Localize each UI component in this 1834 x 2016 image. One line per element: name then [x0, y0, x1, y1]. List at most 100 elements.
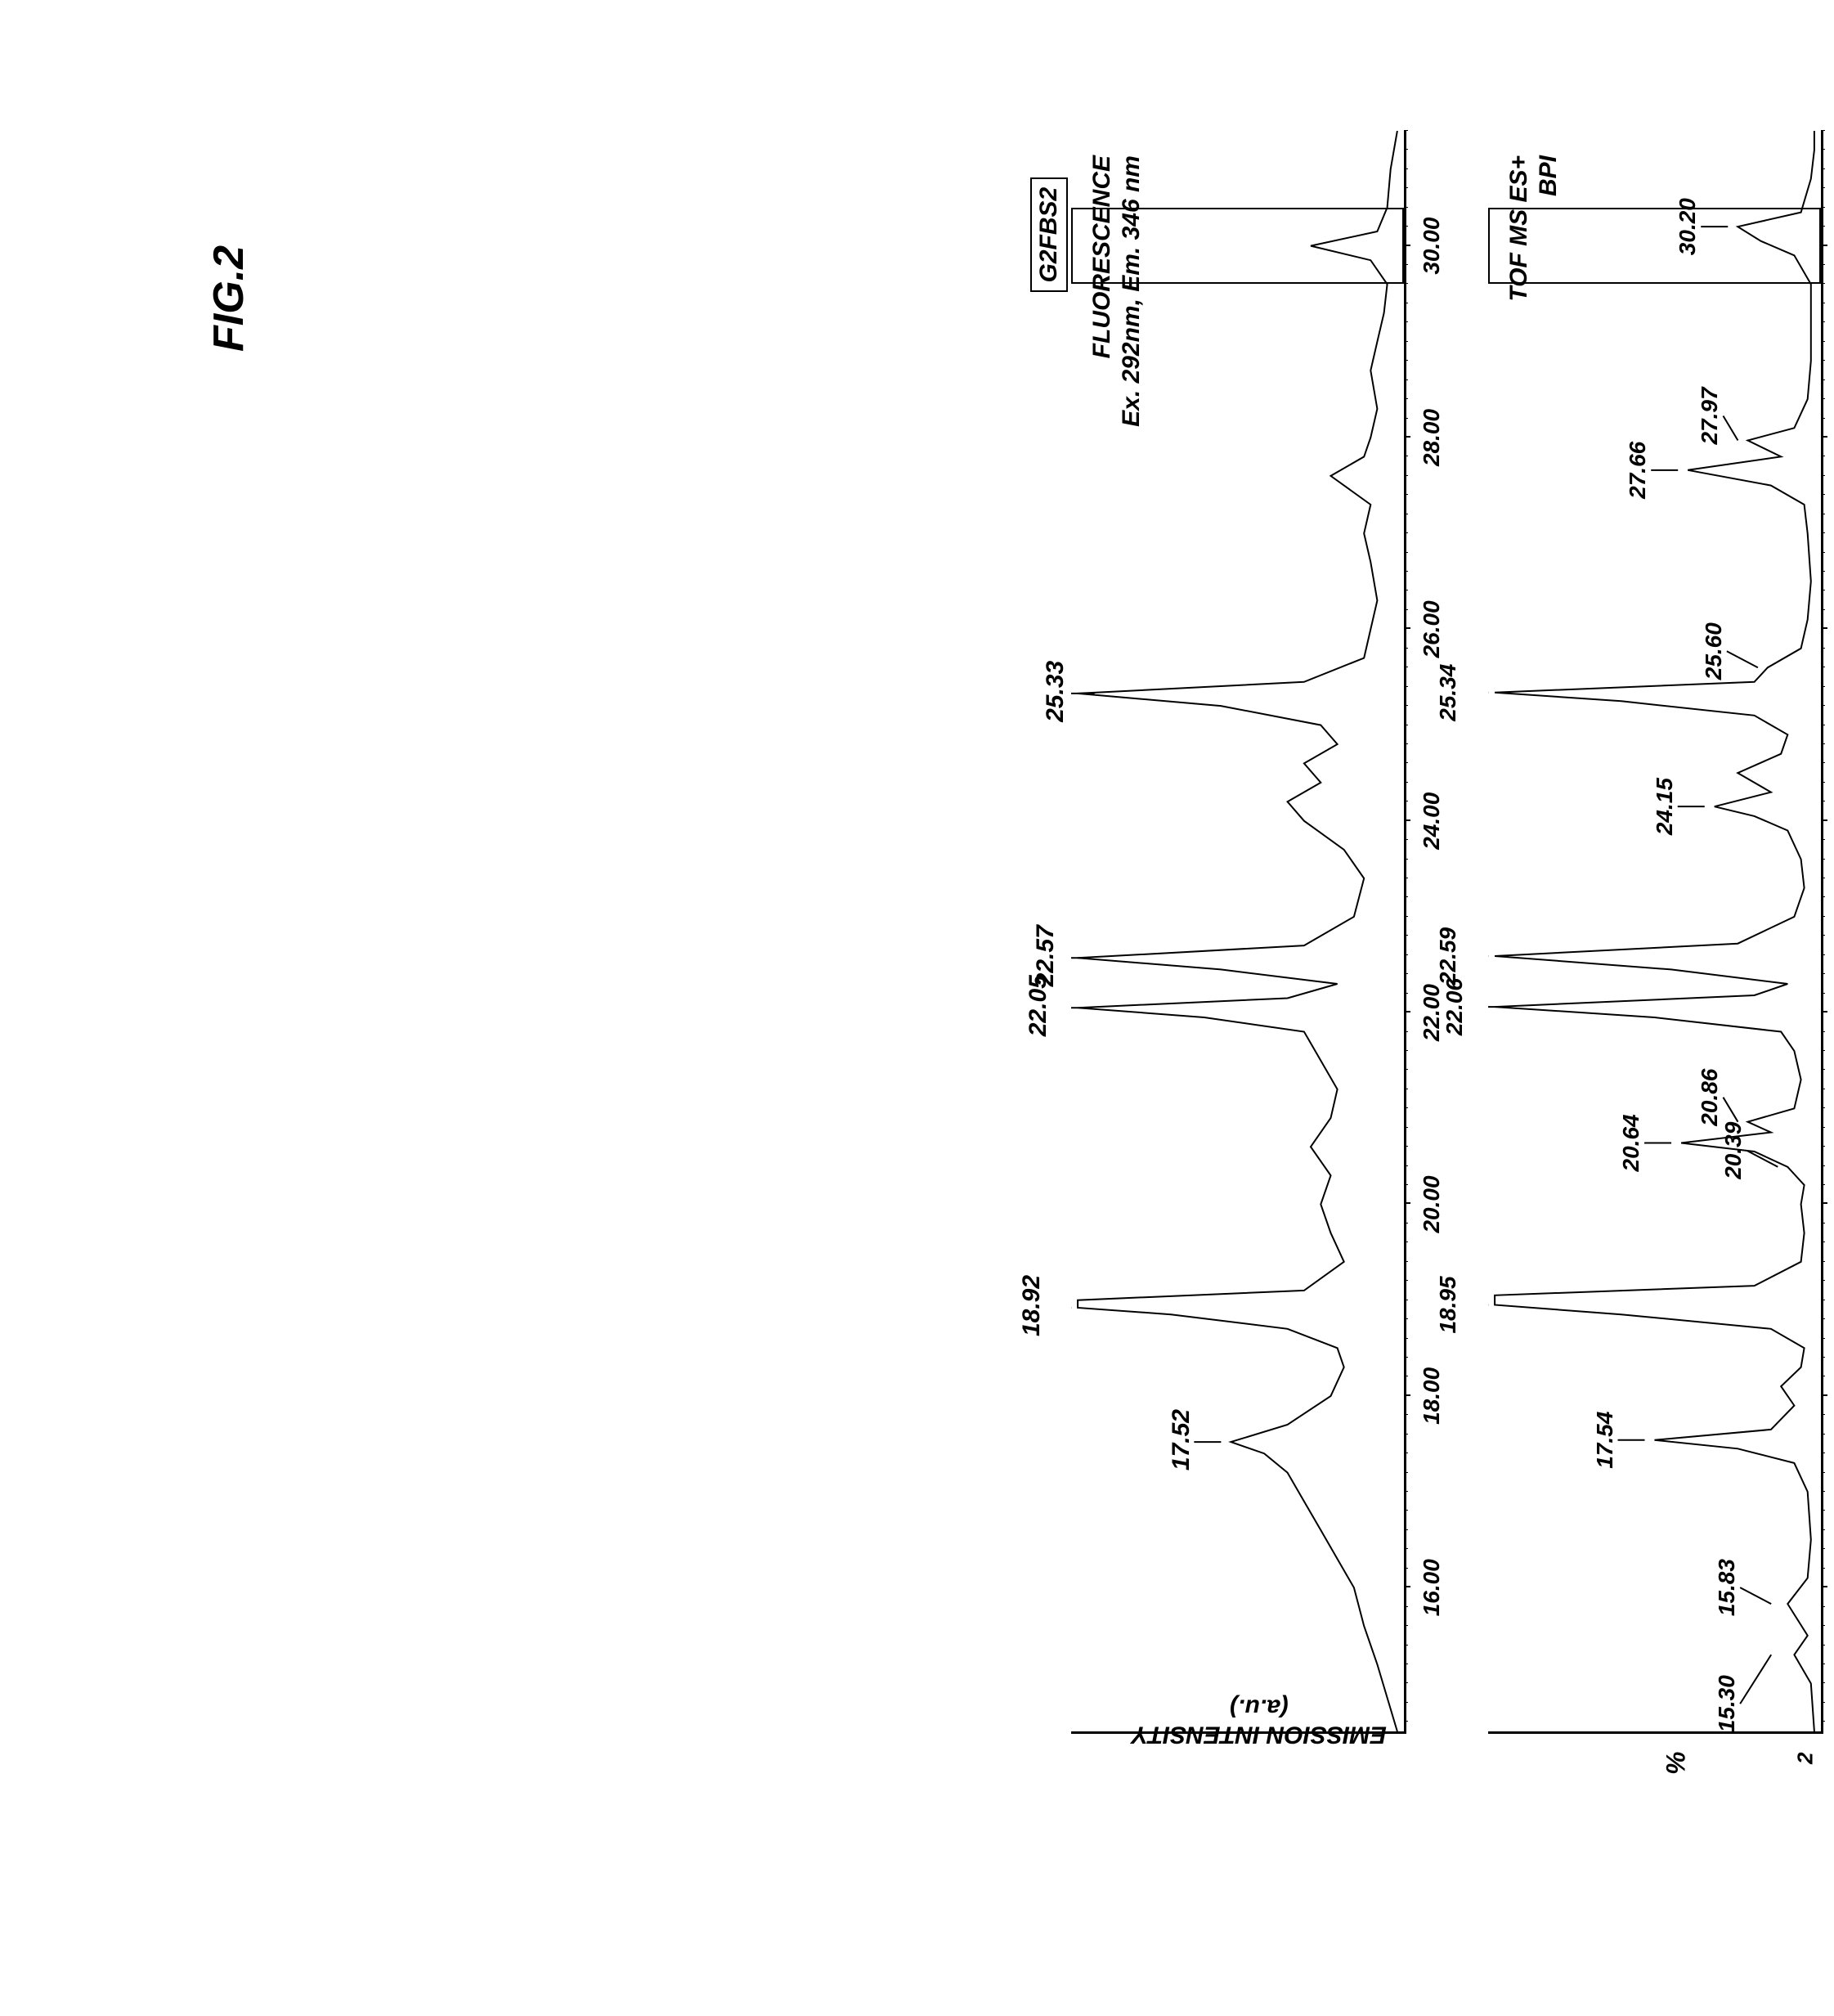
x-minor-tick: [1821, 1721, 1825, 1722]
x-tick: [1404, 1011, 1410, 1012]
x-minor-tick: [1821, 149, 1825, 150]
x-minor-tick: [1821, 226, 1825, 227]
y-tick-min: 2: [1793, 1753, 1818, 1764]
x-tick: [1821, 627, 1827, 629]
x-minor-tick: [1404, 1165, 1408, 1166]
x-minor-tick: [1404, 1107, 1408, 1108]
x-tick-label: 16.00: [1419, 1559, 1445, 1616]
x-tick: [1404, 245, 1410, 246]
peak-label: 18.95: [1435, 1276, 1461, 1333]
x-minor-tick: [1404, 418, 1408, 419]
peak-label: 22.57: [1032, 925, 1060, 986]
x-minor-tick: [1821, 1107, 1825, 1108]
peak-label: 25.34: [1435, 664, 1461, 721]
x-tick: [1404, 1394, 1410, 1396]
x-minor-tick: [1404, 1548, 1408, 1549]
x-minor-tick: [1404, 648, 1408, 649]
x-minor-tick: [1404, 360, 1408, 361]
x-tick: [1821, 1011, 1827, 1012]
x-minor-tick: [1404, 1434, 1408, 1435]
x-tick-label: 22.00: [1419, 984, 1445, 1041]
x-minor-tick: [1404, 1682, 1408, 1683]
x-minor-tick: [1821, 1548, 1825, 1549]
x-minor-tick: [1821, 1069, 1825, 1070]
x-minor-tick: [1404, 1357, 1408, 1358]
x-minor-tick: [1404, 398, 1408, 399]
x-tick: [1404, 1586, 1410, 1587]
peak-label: 25.33: [1042, 661, 1069, 722]
x-minor-tick: [1404, 226, 1408, 227]
x-minor-tick: [1821, 1165, 1825, 1166]
x-minor-tick: [1821, 1357, 1825, 1358]
x-tick: [1821, 1586, 1827, 1587]
peak-label: 15.83: [1714, 1559, 1740, 1616]
x-minor-tick: [1821, 973, 1825, 974]
x-minor-tick: [1821, 341, 1825, 342]
x-minor-tick: [1821, 321, 1825, 322]
x-minor-tick: [1821, 264, 1825, 265]
x-minor-tick: [1404, 1223, 1408, 1224]
x-minor-tick: [1404, 1280, 1408, 1281]
peak-label: 18.92: [1018, 1275, 1046, 1336]
x-minor-tick: [1821, 782, 1825, 783]
x-minor-tick: [1404, 552, 1408, 553]
x-minor-tick: [1821, 935, 1825, 936]
x-minor-tick: [1821, 284, 1825, 285]
x-minor-tick: [1404, 859, 1408, 860]
x-minor-tick: [1821, 1050, 1825, 1051]
x-minor-tick: [1404, 935, 1408, 936]
x-minor-tick: [1821, 609, 1825, 610]
x-minor-tick: [1404, 590, 1408, 591]
x-minor-tick: [1404, 1069, 1408, 1070]
x-minor-tick: [1821, 187, 1825, 188]
x-minor-tick: [1404, 1702, 1408, 1703]
x-minor-tick: [1404, 571, 1408, 572]
x-minor-tick: [1404, 839, 1408, 840]
x-tick: [1821, 1394, 1827, 1396]
x-minor-tick: [1821, 762, 1825, 763]
x-minor-tick: [1821, 1261, 1825, 1262]
x-minor-tick: [1821, 1702, 1825, 1703]
figure-label: FIG.2: [204, 245, 253, 352]
x-minor-tick: [1821, 475, 1825, 476]
x-minor-tick: [1404, 1472, 1408, 1473]
x-minor-tick: [1404, 1491, 1408, 1492]
x-minor-tick: [1821, 1606, 1825, 1607]
peak-label: 22.06: [1442, 978, 1468, 1035]
x-minor-tick: [1404, 494, 1408, 495]
x-minor-tick: [1404, 609, 1408, 610]
x-minor-tick: [1821, 859, 1825, 860]
x-minor-tick: [1821, 552, 1825, 553]
x-minor-tick: [1404, 1625, 1408, 1626]
tofms-y-axis-label: %: [1661, 1752, 1692, 1775]
x-minor-tick: [1821, 1491, 1825, 1492]
x-tick: [1404, 627, 1410, 629]
x-minor-tick: [1821, 1645, 1825, 1646]
x-minor-tick: [1821, 1529, 1825, 1530]
x-minor-tick: [1821, 360, 1825, 361]
x-minor-tick: [1821, 1146, 1825, 1147]
highlight-box-bottom: [1488, 208, 1821, 285]
x-minor-tick: [1404, 1261, 1408, 1262]
x-minor-tick: [1404, 1146, 1408, 1147]
x-minor-tick: [1404, 1031, 1408, 1032]
x-minor-tick: [1821, 1625, 1825, 1626]
x-minor-tick: [1404, 782, 1408, 783]
x-minor-tick: [1404, 284, 1408, 285]
x-tick-label: 20.00: [1419, 1175, 1445, 1232]
x-minor-tick: [1404, 705, 1408, 706]
tofms-trace: [1488, 131, 1821, 1731]
x-minor-tick: [1404, 1568, 1408, 1569]
x-minor-tick: [1821, 993, 1825, 994]
x-tick: [1404, 1202, 1410, 1204]
x-minor-tick: [1404, 1338, 1408, 1339]
x-minor-tick: [1404, 954, 1408, 955]
x-minor-tick: [1821, 1434, 1825, 1435]
x-tick: [1404, 436, 1410, 438]
x-minor-tick: [1404, 321, 1408, 322]
x-minor-tick: [1821, 916, 1825, 917]
tofms-plot-area: TOF MS ES+ BPI TIME 2 16.0018.0020.0022.…: [1488, 131, 1823, 1734]
x-minor-tick: [1821, 954, 1825, 955]
x-minor-tick: [1404, 532, 1408, 533]
peak-label: 20.86: [1697, 1069, 1723, 1126]
